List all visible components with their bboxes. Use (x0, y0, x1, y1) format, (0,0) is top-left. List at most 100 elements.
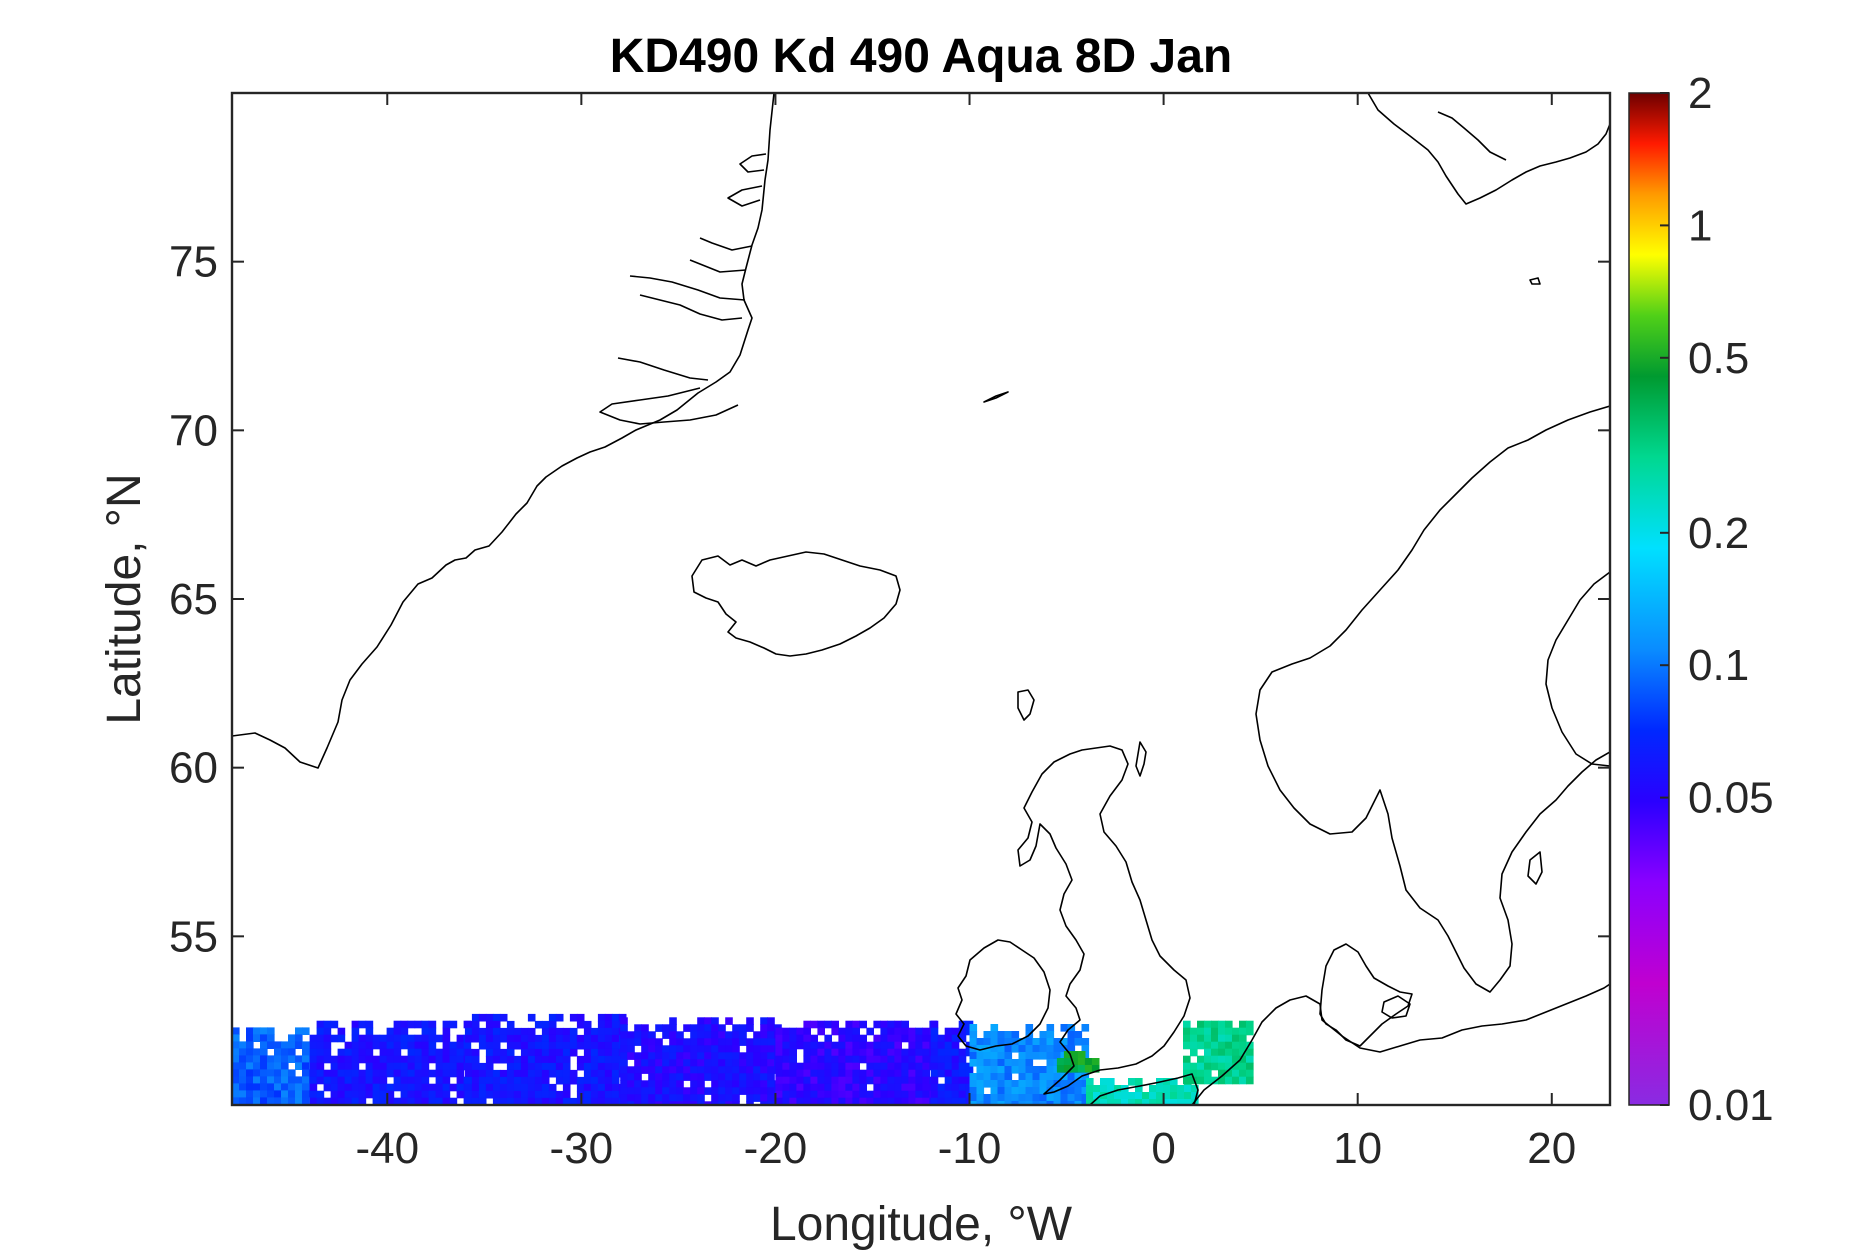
kd490-pixel (969, 1080, 978, 1088)
kd490-pixel (1190, 1069, 1198, 1078)
kd490-pixel (281, 1076, 289, 1084)
kd490-pixel (944, 1041, 953, 1050)
kd490-pixel (253, 1048, 261, 1056)
kd490-pixel (464, 1097, 473, 1105)
kd490-pixel (775, 1076, 783, 1085)
kd490-pixel (958, 1055, 967, 1064)
kd490-pixel (746, 1073, 754, 1081)
kd490-pixel (344, 1062, 353, 1071)
kd490-pixel (782, 1062, 790, 1071)
kd490-pixel (435, 1034, 444, 1043)
kd490-pixel (1086, 1085, 1094, 1093)
kd490-pixel (513, 1083, 522, 1092)
kd490-pixel (930, 1041, 939, 1050)
kd490-pixel (908, 1076, 916, 1085)
kd490-pixel (697, 1101, 705, 1105)
kd490-pixel (323, 1027, 332, 1036)
kd490-pixel (471, 1055, 480, 1064)
kd490-pixel (485, 1013, 494, 1022)
x-axis: -40 -30 -20 -10 0 10 20 (355, 93, 1576, 1173)
kd490-pixel (789, 1097, 797, 1105)
kd490-pixel (541, 1027, 550, 1036)
kd490-pixel (316, 1048, 325, 1057)
kd490-pixel (760, 1066, 768, 1074)
kd490-pixel (1246, 1062, 1254, 1071)
kd490-pixel (824, 1083, 832, 1092)
kd490-pixel (831, 1027, 839, 1036)
kd490-pixel (1074, 1080, 1083, 1088)
kd490-pixel (548, 1013, 557, 1022)
kd490-pixel (789, 1041, 797, 1050)
kd490-pixel (810, 1062, 818, 1071)
kd490-pixel (922, 1069, 930, 1078)
kd490-pixel (562, 1048, 571, 1057)
kd490-pixel (810, 1083, 818, 1092)
kd490-pixel (983, 1094, 992, 1102)
kd490-pixel (767, 1073, 775, 1081)
kd490-pixel (859, 1041, 867, 1050)
kd490-pixel (838, 1069, 846, 1078)
kd490-pixel (634, 1031, 642, 1039)
kd490-pixel (428, 1097, 437, 1105)
kd490-pixel (569, 1048, 578, 1057)
kd490-pixel (590, 1083, 599, 1092)
kd490-pixel (365, 1027, 374, 1036)
kd490-pixel (901, 1097, 909, 1105)
kd490-pixel (379, 1083, 388, 1092)
kd490-pixel (611, 1083, 620, 1092)
kd490-pixel (379, 1062, 388, 1071)
kd490-pixel (421, 1020, 430, 1029)
kd490-pixel (414, 1020, 423, 1029)
kd490-pixel (379, 1090, 388, 1099)
kd490-pixel (711, 1031, 719, 1039)
kd490-pixel (958, 1069, 967, 1078)
kd490-pixel (1018, 1038, 1027, 1046)
kd490-pixel (969, 1024, 978, 1032)
kd490-pixel (506, 1020, 515, 1029)
kd490-pixel (796, 1083, 804, 1092)
kd490-pixel (295, 1083, 303, 1091)
kd490-pixel (803, 1069, 811, 1078)
kd490-pixel (852, 1069, 860, 1078)
kd490-pixel (824, 1034, 832, 1043)
kd490-pixel (767, 1080, 775, 1088)
kd490-pixel (590, 1055, 599, 1064)
kd490-pixel (859, 1069, 867, 1078)
greenland-fjord-6 (617, 357, 709, 381)
kd490-pixel (648, 1038, 656, 1046)
kd490-pixel (1197, 1041, 1205, 1050)
kd490-pixel (527, 1097, 536, 1105)
kd490-pixel (1211, 1027, 1219, 1036)
y-axis-label: Latitude, °N (98, 473, 151, 724)
kd490-pixel (887, 1034, 895, 1043)
kd490-pixel (775, 1069, 783, 1078)
kd490-pixel (611, 1097, 620, 1105)
kd490-pixel (880, 1076, 888, 1085)
kd490-pixel (590, 1041, 599, 1050)
kd490-pixel (337, 1083, 346, 1092)
kd490-pixel (753, 1038, 761, 1046)
kd490-pixel (725, 1017, 733, 1025)
kd490-pixel (711, 1073, 719, 1081)
kd490-pixel (880, 1048, 888, 1057)
kd490-pixel (976, 1038, 985, 1046)
kd490-pixel (351, 1062, 360, 1071)
kd490-pixel (295, 1034, 303, 1042)
kd490-pixel (810, 1069, 818, 1078)
kd490-pixel (997, 1059, 1006, 1067)
kd490-pixel (1086, 1092, 1094, 1100)
kd490-pixel (1177, 1099, 1185, 1105)
kd490-pixel (866, 1041, 874, 1050)
kd490-pixel (1218, 1076, 1226, 1085)
kd490-pixel (463, 1041, 472, 1050)
kd490-pixel (393, 1062, 402, 1071)
kd490-pixel (323, 1097, 332, 1105)
kd490-pixel (302, 1062, 310, 1070)
kd490-pixel (1004, 1066, 1013, 1074)
kd490-pixel (1011, 1087, 1020, 1095)
kd490-pixel (838, 1097, 846, 1105)
kd490-pixel (915, 1055, 923, 1064)
kd490-pixel (246, 1076, 254, 1084)
kd490-pixel (428, 1055, 437, 1064)
kd490-pixel (1053, 1038, 1062, 1046)
